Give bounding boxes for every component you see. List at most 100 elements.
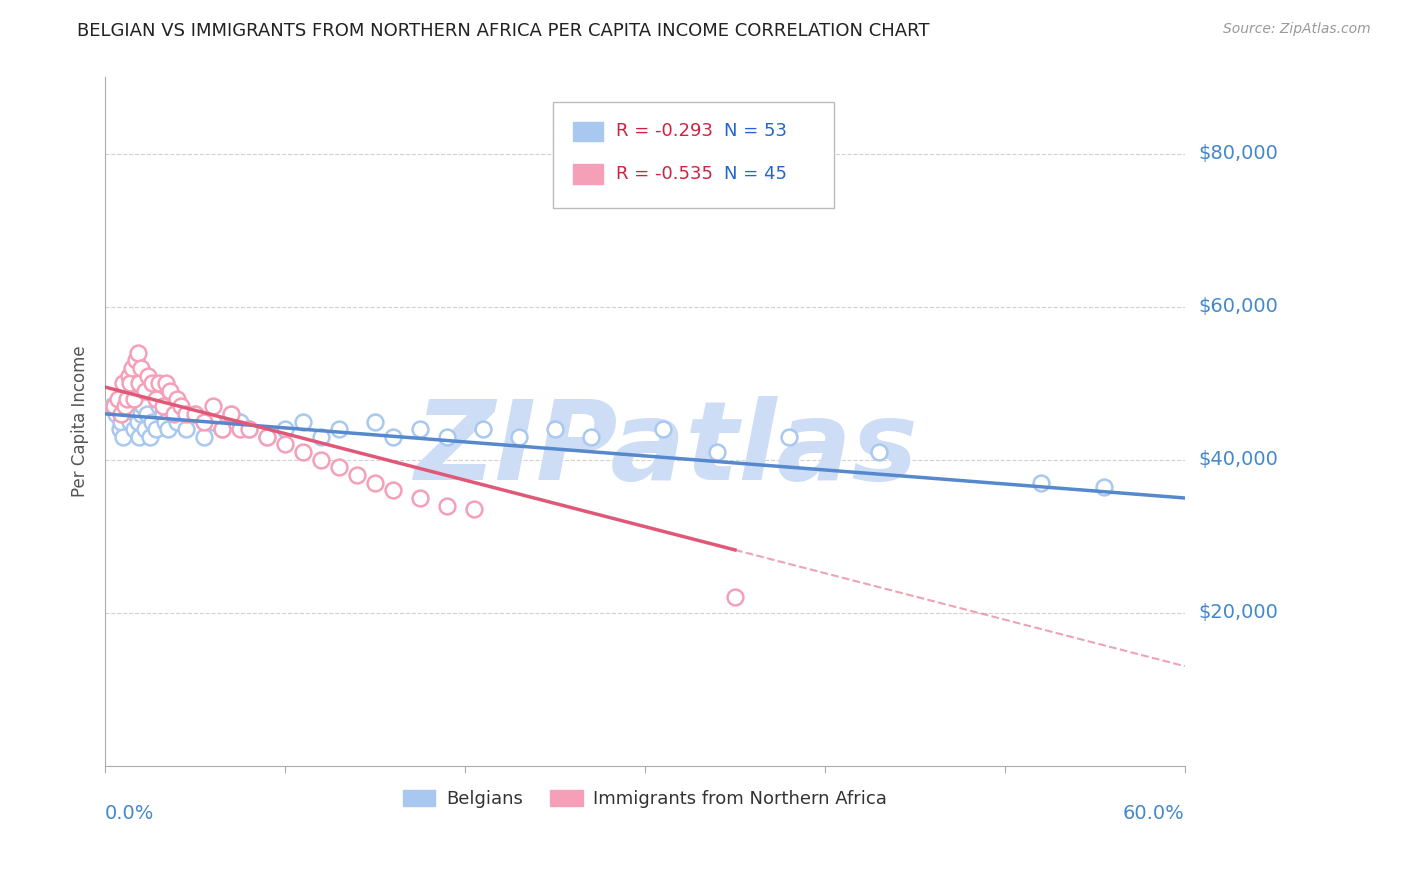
Point — [202, 399, 225, 413]
Text: N = 45: N = 45 — [724, 165, 787, 183]
Point — [107, 392, 129, 406]
Point — [145, 422, 167, 436]
Point — [145, 392, 167, 406]
Point — [134, 384, 156, 398]
Point — [238, 422, 260, 436]
Point — [472, 422, 495, 436]
Text: $80,000: $80,000 — [1199, 145, 1278, 163]
Text: R = -0.535: R = -0.535 — [616, 165, 713, 183]
Point — [170, 399, 193, 413]
Point — [122, 422, 145, 436]
Point — [129, 361, 152, 376]
Point — [155, 376, 177, 391]
Point — [159, 384, 181, 398]
Text: R = -0.293: R = -0.293 — [616, 122, 713, 140]
Point — [127, 415, 149, 429]
Point — [309, 452, 332, 467]
Point — [115, 392, 138, 406]
Point — [152, 407, 174, 421]
Point — [114, 399, 136, 413]
Point — [110, 407, 132, 421]
Point — [139, 430, 162, 444]
Point — [436, 499, 458, 513]
Legend: Belgians, Immigrants from Northern Africa: Belgians, Immigrants from Northern Afric… — [395, 782, 894, 815]
Point — [125, 407, 148, 421]
Point — [256, 430, 278, 444]
Point — [463, 502, 485, 516]
Point — [105, 407, 128, 421]
Point — [382, 483, 405, 498]
Point — [114, 407, 136, 421]
Point — [184, 407, 207, 421]
Point — [1029, 475, 1052, 490]
Point — [292, 445, 315, 459]
Point — [121, 399, 143, 413]
Point — [292, 415, 315, 429]
Point — [138, 368, 160, 383]
Text: BELGIAN VS IMMIGRANTS FROM NORTHERN AFRICA PER CAPITA INCOME CORRELATION CHART: BELGIAN VS IMMIGRANTS FROM NORTHERN AFRI… — [77, 22, 929, 40]
Point — [184, 407, 207, 421]
Point — [148, 376, 170, 391]
Point — [328, 460, 350, 475]
Point — [128, 376, 150, 391]
Point — [132, 399, 155, 413]
Text: Source: ZipAtlas.com: Source: ZipAtlas.com — [1223, 22, 1371, 37]
Point — [1092, 479, 1115, 493]
Point — [174, 422, 197, 436]
Point — [122, 392, 145, 406]
Point — [229, 422, 252, 436]
Point — [409, 491, 432, 505]
Point — [868, 445, 890, 459]
Point — [120, 415, 142, 429]
Point — [117, 368, 139, 383]
Point — [274, 437, 297, 451]
Text: 60.0%: 60.0% — [1123, 805, 1185, 823]
Text: $60,000: $60,000 — [1199, 297, 1278, 317]
Point — [152, 399, 174, 413]
Point — [219, 407, 242, 421]
Point — [101, 399, 124, 413]
Point — [778, 430, 800, 444]
Point — [162, 407, 184, 421]
Point — [382, 430, 405, 444]
Bar — [572, 121, 603, 141]
Point — [436, 430, 458, 444]
FancyBboxPatch shape — [553, 102, 834, 208]
Text: 0.0%: 0.0% — [105, 805, 155, 823]
Point — [544, 422, 567, 436]
Y-axis label: Per Capita Income: Per Capita Income — [72, 346, 89, 498]
Point — [125, 353, 148, 368]
Point — [128, 430, 150, 444]
Point — [579, 430, 602, 444]
Point — [157, 422, 180, 436]
Point — [652, 422, 675, 436]
Point — [219, 407, 242, 421]
Point — [211, 422, 233, 436]
Point — [141, 376, 163, 391]
Point — [193, 415, 215, 429]
Point — [193, 430, 215, 444]
Point — [174, 407, 197, 421]
Point — [309, 430, 332, 444]
Point — [274, 422, 297, 436]
Point — [103, 399, 125, 413]
Point — [121, 361, 143, 376]
Point — [508, 430, 530, 444]
Point — [364, 475, 387, 490]
Point — [148, 399, 170, 413]
Point — [166, 392, 188, 406]
Point — [120, 376, 142, 391]
Point — [364, 415, 387, 429]
Point — [229, 415, 252, 429]
Point — [256, 430, 278, 444]
Point — [135, 407, 157, 421]
Point — [346, 468, 368, 483]
Point — [328, 422, 350, 436]
Point — [162, 407, 184, 421]
Text: ZIPatlas: ZIPatlas — [415, 395, 918, 502]
Point — [129, 407, 152, 421]
Point — [166, 415, 188, 429]
Point — [409, 422, 432, 436]
Point — [112, 430, 135, 444]
Point — [153, 415, 176, 429]
